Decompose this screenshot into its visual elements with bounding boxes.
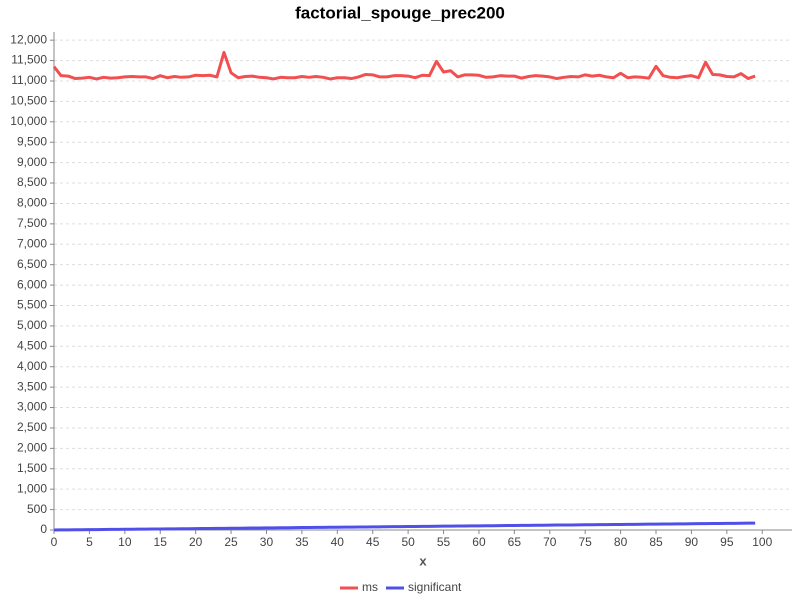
y-tick-label: 11,500: [11, 53, 47, 67]
y-tick-label: 7,500: [17, 216, 47, 230]
legend-label: ms: [362, 580, 378, 594]
y-tick-label: 1,000: [17, 481, 47, 495]
x-tick-label: 75: [579, 535, 593, 549]
series-line: [52, 50, 756, 81]
y-tick-label: 10,000: [10, 114, 47, 128]
x-tick-label: 5: [86, 535, 93, 549]
x-tick-label: 30: [260, 535, 274, 549]
y-tick-label: 1,500: [17, 461, 47, 475]
x-tick-label: 15: [154, 535, 168, 549]
y-tick-label: 11,000: [11, 73, 47, 87]
y-tick-label: 9,000: [17, 155, 47, 169]
x-tick-label: 55: [437, 535, 451, 549]
x-tick-label: 45: [366, 535, 380, 549]
y-tick-label: 12,000: [10, 32, 47, 46]
x-tick-label: 20: [189, 535, 203, 549]
y-tick-label: 10,500: [10, 94, 47, 108]
y-tick-label: 500: [27, 502, 47, 516]
y-tick-label: 2,000: [17, 441, 47, 455]
y-tick-label: 7,000: [17, 236, 47, 250]
x-tick-label: 35: [295, 535, 309, 549]
x-tick-label: 65: [508, 535, 522, 549]
x-tick-label: 100: [752, 535, 772, 549]
x-tick-label: 85: [649, 535, 663, 549]
x-tick-label: 80: [614, 535, 628, 549]
x-tick-label: 90: [685, 535, 699, 549]
x-tick-label: 50: [401, 535, 415, 549]
x-tick-label: 0: [51, 535, 58, 549]
y-tick-label: 6,000: [17, 277, 47, 291]
x-tick-label: 10: [118, 535, 132, 549]
chart-title: factorial_spouge_prec200: [295, 3, 505, 22]
y-tick-label: 8,000: [17, 196, 47, 210]
x-axis-label: x: [419, 553, 427, 568]
x-tick-label: 70: [543, 535, 557, 549]
y-tick-label: 4,500: [17, 338, 47, 352]
y-tick-label: 6,500: [17, 257, 47, 271]
y-tick-label: 0: [40, 522, 47, 536]
series-line: [53, 521, 756, 532]
x-tick-label: 40: [331, 535, 345, 549]
y-tick-label: 2,500: [17, 420, 47, 434]
y-tick-label: 5,500: [17, 298, 47, 312]
y-tick-label: 5,000: [17, 318, 47, 332]
x-tick-label: 95: [720, 535, 734, 549]
y-tick-label: 3,000: [17, 400, 47, 414]
y-tick-label: 9,500: [17, 134, 47, 148]
legend-label: significant: [408, 580, 462, 594]
y-tick-label: 4,000: [17, 359, 47, 373]
y-tick-label: 3,500: [17, 379, 47, 393]
y-tick-label: 8,500: [17, 175, 47, 189]
x-tick-label: 60: [472, 535, 486, 549]
x-tick-label: 25: [224, 535, 238, 549]
